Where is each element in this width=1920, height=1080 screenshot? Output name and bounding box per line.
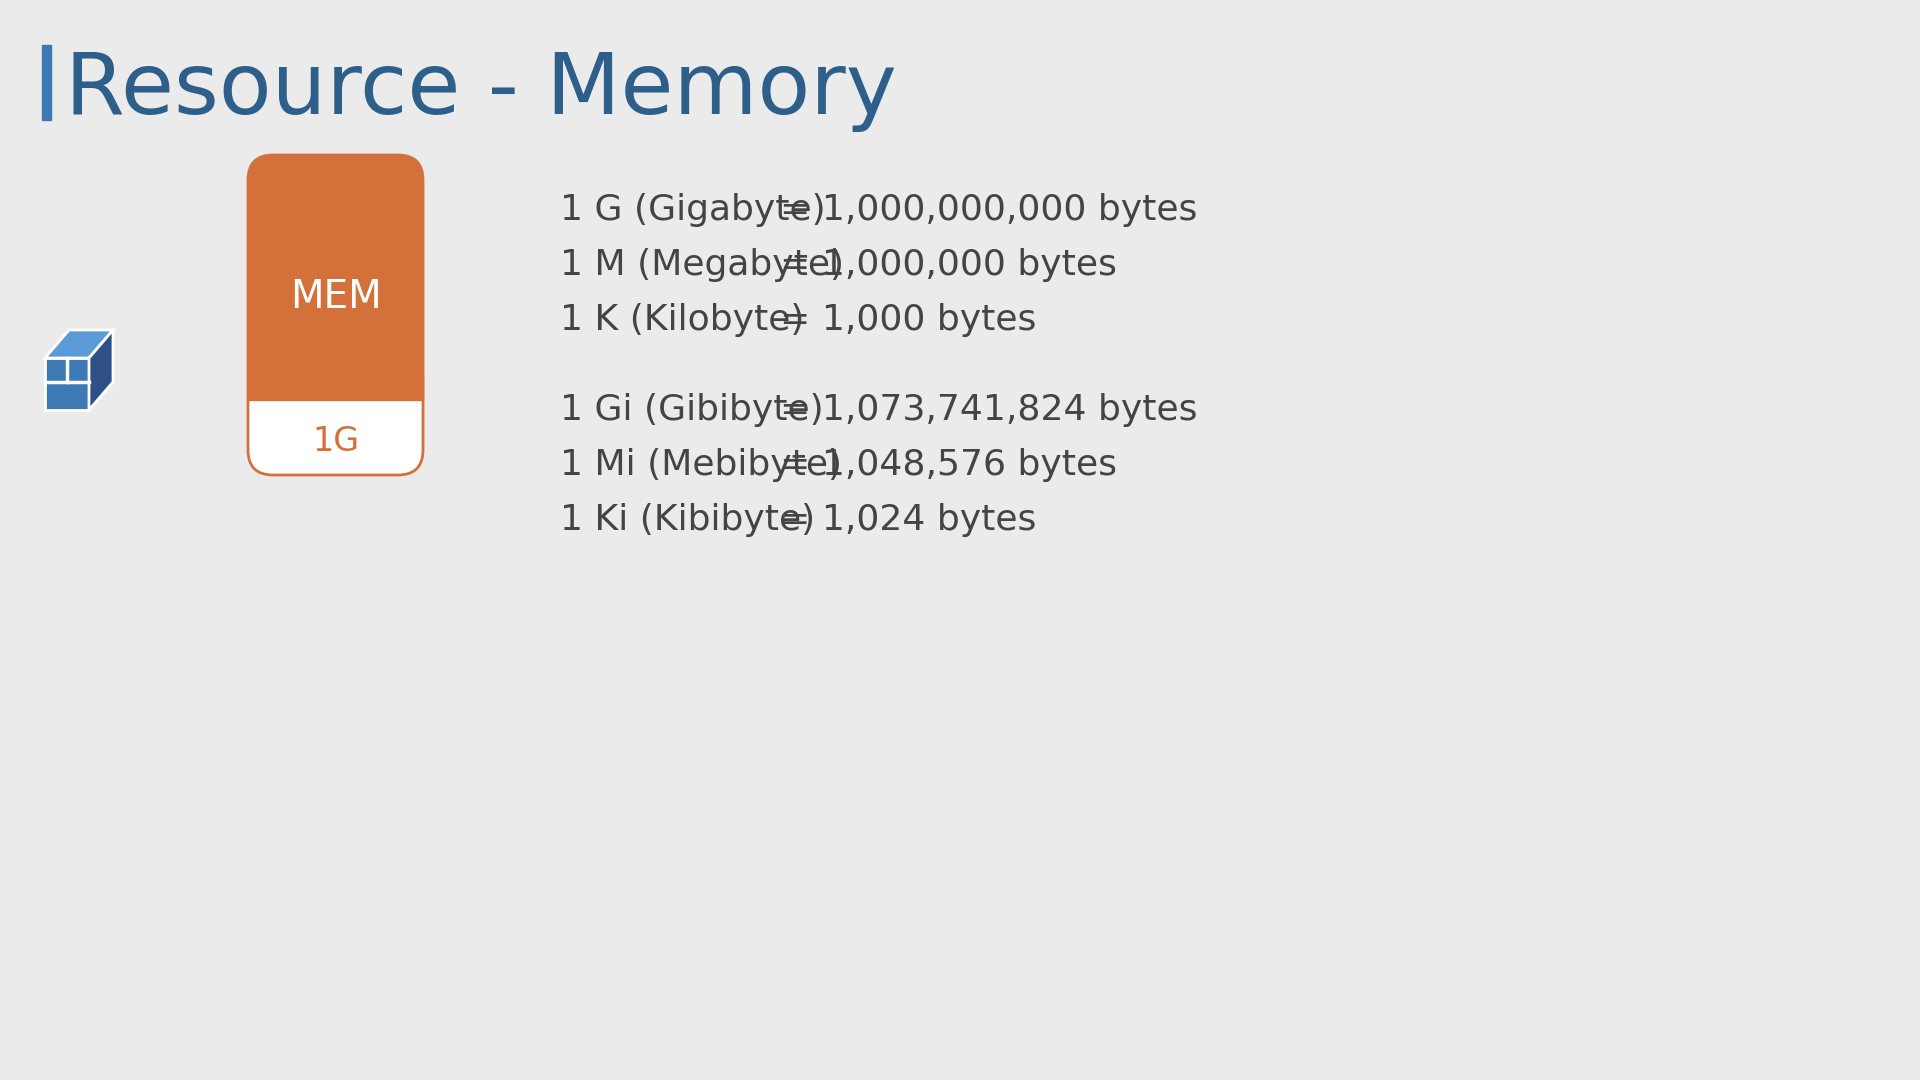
Text: 1 Mi (Mebibyte): 1 Mi (Mebibyte) <box>561 448 843 482</box>
FancyBboxPatch shape <box>248 156 422 400</box>
Text: = 1,024 bytes: = 1,024 bytes <box>780 503 1037 537</box>
Bar <box>248 375 422 400</box>
Text: = 1,000 bytes: = 1,000 bytes <box>780 303 1037 337</box>
Polygon shape <box>88 330 113 410</box>
Bar <box>42 45 52 120</box>
FancyBboxPatch shape <box>248 156 422 475</box>
Polygon shape <box>44 357 88 410</box>
Polygon shape <box>44 330 113 357</box>
Text: 1 Ki (Kibibyte): 1 Ki (Kibibyte) <box>561 503 816 537</box>
Text: Resource - Memory: Resource - Memory <box>65 49 897 132</box>
Text: = 1,000,000 bytes: = 1,000,000 bytes <box>780 248 1117 282</box>
Text: 1 G (Gigabyte): 1 G (Gigabyte) <box>561 193 826 227</box>
Text: = 1,000,000,000 bytes: = 1,000,000,000 bytes <box>780 193 1198 227</box>
Text: = 1,048,576 bytes: = 1,048,576 bytes <box>780 448 1117 482</box>
Text: = 1,073,741,824 bytes: = 1,073,741,824 bytes <box>780 393 1198 427</box>
Text: MEM: MEM <box>290 278 382 316</box>
Text: 1G: 1G <box>311 424 359 458</box>
Text: 1 Gi (Gibibyte): 1 Gi (Gibibyte) <box>561 393 824 427</box>
Text: 1 K (Kilobyte): 1 K (Kilobyte) <box>561 303 804 337</box>
Text: 1 M (Megabyte): 1 M (Megabyte) <box>561 248 845 282</box>
